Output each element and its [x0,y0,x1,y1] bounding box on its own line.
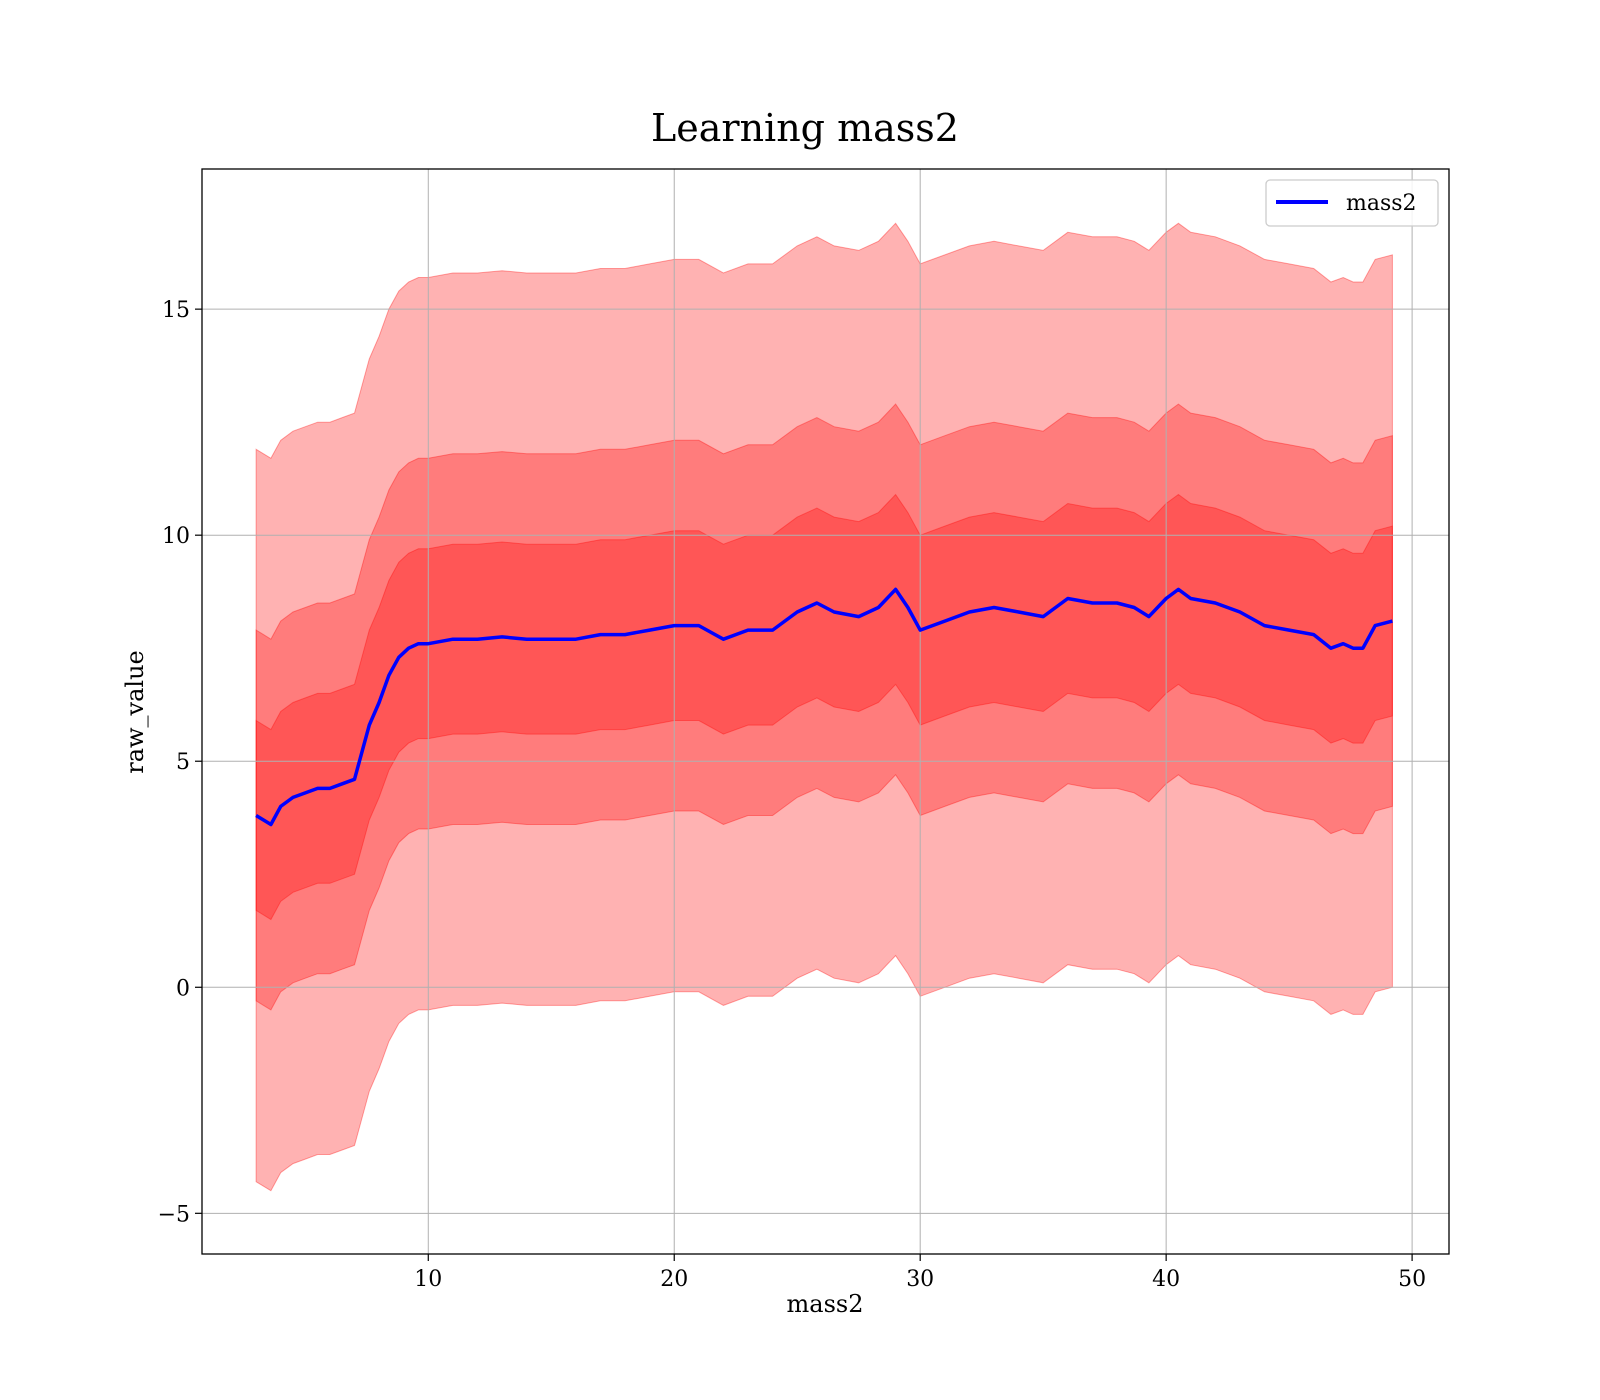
y-tick-label: 0 [176,976,190,1001]
x-tick-label: 20 [660,1267,688,1292]
legend-box [1265,179,1439,227]
x-tick-label: 30 [906,1267,934,1292]
y-axis-label: raw_value [121,650,149,774]
confidence-band-3 [255,493,1393,921]
y-tick-label: 15 [162,298,190,323]
confidence-bands [255,222,1393,1192]
x-tick-label: 40 [1152,1267,1180,1292]
x-axis-label: mass2 [787,1290,864,1318]
x-tick-label: 10 [414,1267,442,1292]
y-tick-label: 10 [162,524,190,549]
axis-ticks: 10 20 30 40 50 −5 0 5 10 15 [158,298,1427,1292]
grid-lines [202,169,1449,1254]
legend: mass2 [1265,179,1439,227]
legend-label: mass2 [1346,191,1417,216]
series-line-mass2 [255,587,1393,827]
series-layer [255,587,1393,827]
x-tick-label: 50 [1398,1267,1426,1292]
confidence-band-2 [255,403,1393,1011]
y-tick-label: −5 [158,1202,190,1227]
y-tick-label: 5 [176,750,190,775]
chart-title: Learning mass2 [651,106,959,150]
plot-frame [201,168,1450,1255]
